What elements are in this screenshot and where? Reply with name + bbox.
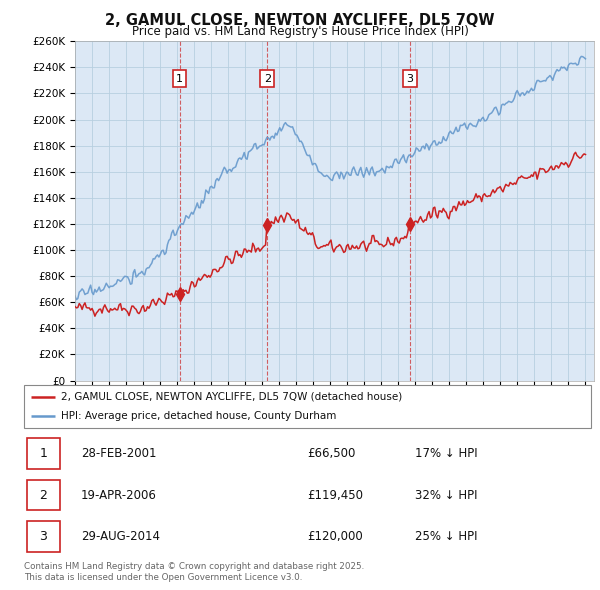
Text: 2: 2	[264, 74, 271, 84]
Text: Contains HM Land Registry data © Crown copyright and database right 2025.
This d: Contains HM Land Registry data © Crown c…	[24, 562, 364, 582]
Text: 17% ↓ HPI: 17% ↓ HPI	[415, 447, 478, 460]
Text: 2, GAMUL CLOSE, NEWTON AYCLIFFE, DL5 7QW: 2, GAMUL CLOSE, NEWTON AYCLIFFE, DL5 7QW	[105, 13, 495, 28]
Text: 29-AUG-2014: 29-AUG-2014	[80, 530, 160, 543]
Text: Price paid vs. HM Land Registry's House Price Index (HPI): Price paid vs. HM Land Registry's House …	[131, 25, 469, 38]
FancyBboxPatch shape	[27, 521, 60, 552]
FancyBboxPatch shape	[27, 480, 60, 510]
Text: 1: 1	[176, 74, 183, 84]
Text: 1: 1	[40, 447, 47, 460]
Text: 3: 3	[40, 530, 47, 543]
Text: £120,000: £120,000	[308, 530, 363, 543]
FancyBboxPatch shape	[24, 385, 591, 428]
Text: 3: 3	[406, 74, 413, 84]
Text: 19-APR-2006: 19-APR-2006	[80, 489, 157, 502]
Text: 25% ↓ HPI: 25% ↓ HPI	[415, 530, 478, 543]
Text: 32% ↓ HPI: 32% ↓ HPI	[415, 489, 478, 502]
Text: £66,500: £66,500	[308, 447, 356, 460]
Text: 2: 2	[40, 489, 47, 502]
Text: HPI: Average price, detached house, County Durham: HPI: Average price, detached house, Coun…	[61, 411, 336, 421]
Text: 2, GAMUL CLOSE, NEWTON AYCLIFFE, DL5 7QW (detached house): 2, GAMUL CLOSE, NEWTON AYCLIFFE, DL5 7QW…	[61, 392, 402, 402]
Text: 28-FEB-2001: 28-FEB-2001	[80, 447, 156, 460]
Text: £119,450: £119,450	[308, 489, 364, 502]
FancyBboxPatch shape	[27, 438, 60, 469]
